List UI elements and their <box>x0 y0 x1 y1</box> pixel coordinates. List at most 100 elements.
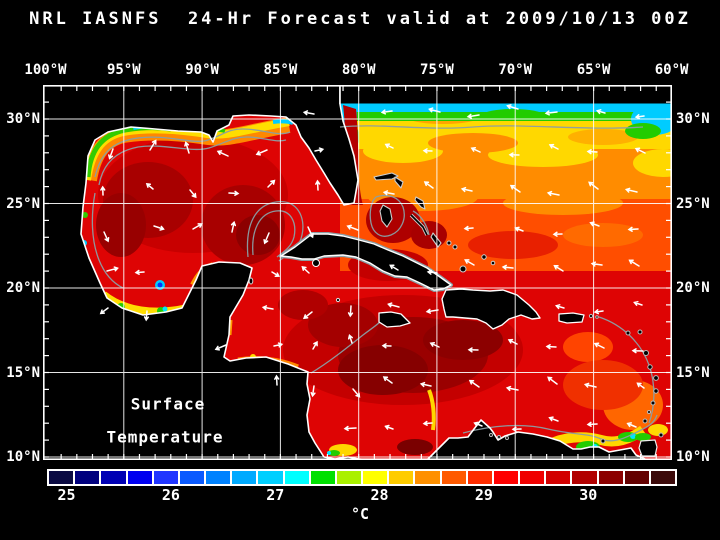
colorbar-swatch <box>179 471 205 484</box>
current-arrow <box>255 149 268 156</box>
lat-tick-label-left: 25°N <box>6 195 40 212</box>
margarita <box>600 438 606 444</box>
current-arrow <box>468 379 480 388</box>
colorbar-tick-label: 29 <box>474 486 493 504</box>
current-arrow <box>466 113 480 119</box>
current-arrow <box>347 334 353 344</box>
current-arrow <box>274 374 280 386</box>
dominica <box>647 364 653 370</box>
current-arrow <box>145 183 154 190</box>
bonaire <box>505 436 509 440</box>
lon-tick-label: 85°W <box>263 62 298 78</box>
current-arrow <box>507 338 518 345</box>
colorbar-swatch <box>49 471 74 484</box>
current-arrow <box>593 309 604 315</box>
cozumel <box>248 277 254 285</box>
curacao <box>497 435 501 439</box>
current-arrow <box>153 225 165 231</box>
current-arrow <box>273 342 284 348</box>
current-arrow <box>343 425 357 432</box>
colorbar-tick-label: 26 <box>161 486 180 504</box>
current-arrow <box>382 376 393 384</box>
degree-ticks <box>44 86 671 459</box>
abaco <box>394 176 404 189</box>
colorbar-swatch <box>546 471 571 484</box>
current-arrow <box>216 150 229 157</box>
lon-tick-label: 100°W <box>24 62 67 78</box>
current-arrow <box>384 424 394 430</box>
current-arrow <box>626 422 637 428</box>
current-arrow <box>425 308 439 314</box>
current-arrow <box>99 307 109 315</box>
map-frame <box>43 85 673 460</box>
overlay-surface-label: Surface <box>130 394 206 414</box>
inagua <box>459 265 467 273</box>
current-arrow <box>547 376 558 385</box>
lat-tick-label-right: 30°N <box>676 111 710 127</box>
colorbar-swatch <box>206 471 231 484</box>
current-arrow <box>628 259 640 267</box>
colorbar-swatch <box>284 471 309 484</box>
current-arrow <box>460 186 473 193</box>
lon-tick-label: 75°W <box>420 62 454 78</box>
current-arrow <box>134 269 145 275</box>
caicos <box>481 254 487 260</box>
guadeloupe <box>643 350 649 356</box>
current-arrow <box>192 223 203 230</box>
current-arrow <box>548 416 559 422</box>
colorbar-swatch <box>75 471 100 484</box>
current-arrow <box>314 147 325 153</box>
colorbar-tick-label: 30 <box>579 486 598 504</box>
current-arrow <box>553 264 564 272</box>
current-arrow <box>634 147 646 154</box>
current-arrow <box>261 305 274 311</box>
current-arrow <box>593 342 605 349</box>
current-arrow <box>381 343 392 349</box>
colorbar-swatch <box>232 471 257 484</box>
current-arrow <box>103 231 110 243</box>
current-arrow <box>514 226 524 232</box>
current-arrow <box>100 185 106 196</box>
current-arrow <box>302 110 315 116</box>
current-arrow <box>548 143 559 150</box>
current-arrow <box>583 382 597 388</box>
lon-tick-label: 95°W <box>106 62 141 78</box>
current-arrow <box>312 340 318 350</box>
colorbar-tick-label: 25 <box>57 486 76 504</box>
colorbar-unit-label: °C <box>350 505 370 523</box>
current-arrow <box>230 220 237 233</box>
current-arrow <box>586 149 598 155</box>
puerto-rico <box>558 312 585 324</box>
lat-tick-label-right: 15°N <box>676 364 710 381</box>
colorbar-swatch <box>101 471 126 484</box>
current-arrow <box>554 304 565 310</box>
current-arrow <box>108 148 114 160</box>
current-arrow <box>634 114 645 120</box>
lat-tick-label-left: 10°N <box>6 449 40 465</box>
current-arrow <box>382 190 395 196</box>
current-arrow <box>506 104 519 110</box>
lat-tick-label-left: 15°N <box>6 364 40 381</box>
current-arrow <box>595 109 606 115</box>
andros <box>379 204 393 228</box>
current-arrow <box>633 300 643 306</box>
current-arrow <box>301 265 310 274</box>
current-arrow <box>511 426 522 432</box>
lon-tick-label: 70°W <box>498 62 533 78</box>
lat-tick-label-right: 20°N <box>676 280 710 296</box>
current-arrow <box>310 385 316 398</box>
colorbar-swatch <box>520 471 545 484</box>
aruba <box>489 433 493 437</box>
lat-tick-label-left: 20°N <box>6 280 40 296</box>
current-arrow <box>590 261 603 267</box>
current-arrow <box>636 382 645 389</box>
colorbar-swatch <box>363 471 388 484</box>
current-arrow <box>214 344 227 351</box>
lon-tick-label: 60°W <box>654 62 689 78</box>
current-arrow <box>545 344 557 350</box>
colorbar-swatch <box>598 471 623 484</box>
gridlines <box>44 86 671 459</box>
jamaica <box>378 311 411 328</box>
colorbar-swatch <box>258 471 283 484</box>
current-arrow <box>143 310 150 322</box>
